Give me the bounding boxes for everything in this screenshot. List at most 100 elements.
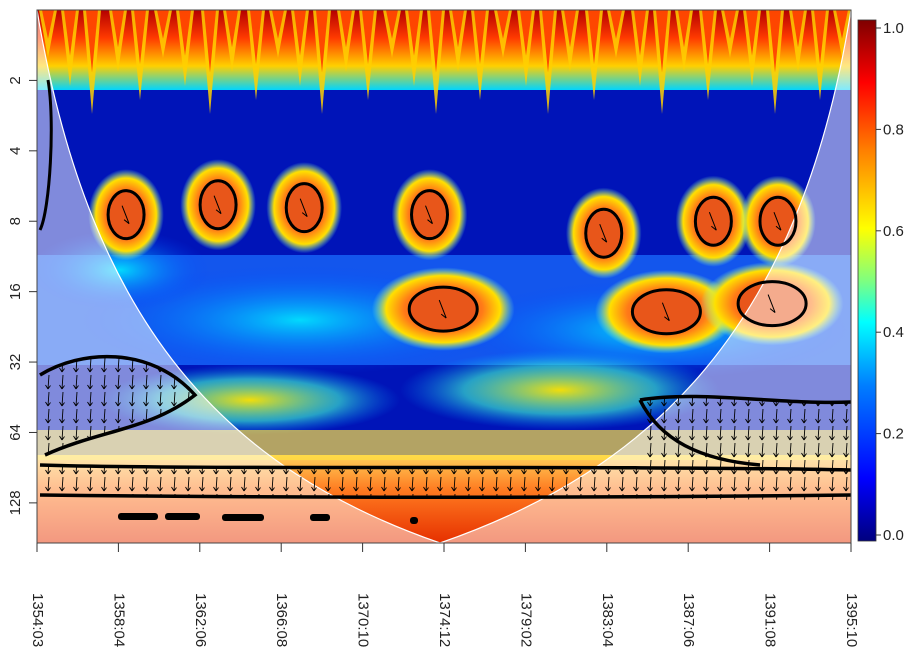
power-spike xyxy=(134,10,146,64)
phase-arrow xyxy=(425,205,433,225)
colorbar-tick-label: 0.6 xyxy=(883,223,904,240)
power-spike xyxy=(42,10,54,39)
phase-arrow xyxy=(708,212,717,231)
significance-contour xyxy=(638,399,761,467)
power-spike xyxy=(564,10,576,48)
significant-region-contour xyxy=(407,285,479,333)
power-spike xyxy=(316,10,328,73)
significance-blob xyxy=(310,514,330,521)
x-tick-label: 1366:08 xyxy=(273,593,290,647)
power-spike xyxy=(250,10,262,64)
power-spike xyxy=(792,10,804,48)
power-spike xyxy=(656,10,668,73)
power-spike xyxy=(272,10,284,39)
x-axis: 1354:03 1358:04 1362:06 1366:08 1370:10 1374:… xyxy=(29,543,860,647)
power-spike xyxy=(702,10,714,64)
power-spike xyxy=(724,10,736,39)
power-spike xyxy=(520,10,532,56)
y-tick-label: 16 xyxy=(7,283,24,300)
phase-arrow xyxy=(599,224,608,243)
power-spike xyxy=(362,10,374,64)
power-spike xyxy=(157,10,169,39)
significance-contour xyxy=(39,463,851,472)
significance-contour xyxy=(639,394,851,405)
significant-region-contour xyxy=(410,189,450,241)
y-tick-label: 4 xyxy=(7,147,24,155)
colorbar: 0.0 0.2 0.4 0.6 0.8 1.0 xyxy=(857,19,904,544)
colorbar-tick-label: 0.0 xyxy=(883,527,904,544)
power-spike xyxy=(497,10,509,39)
phase-arrow-field xyxy=(40,356,851,500)
power-spike xyxy=(430,10,442,73)
significant-region-contour xyxy=(758,195,798,247)
y-tick-label: 128 xyxy=(7,490,24,515)
power-spike xyxy=(474,10,486,64)
power-spike xyxy=(112,10,124,48)
power-spike xyxy=(452,10,464,48)
significance-blob xyxy=(165,513,200,520)
plot-area xyxy=(37,10,851,543)
significance-blob xyxy=(222,514,264,521)
power-spike xyxy=(86,10,98,73)
power-spike xyxy=(588,10,600,64)
power-spike xyxy=(340,10,352,48)
power-spike xyxy=(64,10,76,56)
power-spike xyxy=(678,10,690,48)
power-spike xyxy=(386,10,398,39)
significance-contour xyxy=(39,354,198,457)
colorbar-tick-label: 0.2 xyxy=(883,426,904,443)
y-tick-label: 64 xyxy=(7,424,24,441)
colorbar-ticks: 0.0 0.2 0.4 0.6 0.8 1.0 xyxy=(876,20,904,544)
power-spike xyxy=(408,10,420,56)
power-spike xyxy=(746,10,758,56)
phase-arrow xyxy=(438,299,447,319)
y-tick-label: 32 xyxy=(7,354,24,371)
cone-of-influence-line xyxy=(37,10,851,543)
significance-contour xyxy=(39,493,851,499)
phase-arrow xyxy=(121,205,130,225)
x-tick-label: 1374:12 xyxy=(436,593,453,647)
power-spike xyxy=(294,10,306,56)
power-spike xyxy=(634,10,646,56)
significance-blob xyxy=(118,513,158,520)
significance-contour xyxy=(38,79,53,231)
x-tick-label: 1379:02 xyxy=(517,593,534,647)
phase-arrow xyxy=(661,302,670,322)
x-tick-label: 1387:06 xyxy=(680,593,697,647)
power-spike xyxy=(769,10,781,73)
significant-region-contour xyxy=(736,280,808,328)
significant-region-contour xyxy=(630,288,702,336)
colorbar-tick-label: 0.8 xyxy=(883,121,904,138)
power-spike xyxy=(610,10,622,39)
x-tick-label: 1391:08 xyxy=(762,593,779,647)
phase-arrow xyxy=(767,294,776,313)
colorbar-frame xyxy=(857,19,877,542)
power-spike xyxy=(836,10,848,39)
y-tick-label: 2 xyxy=(7,76,24,84)
significant-region-contour xyxy=(198,179,238,231)
y-tick-label: 8 xyxy=(7,217,24,225)
x-tick-label: 1383:04 xyxy=(599,593,616,647)
colorbar-tick-label: 1.0 xyxy=(883,20,904,37)
phase-arrow xyxy=(213,195,222,215)
x-tick-label: 1362:06 xyxy=(192,593,209,647)
significant-region-contour xyxy=(284,182,324,234)
significant-region-contour xyxy=(584,207,624,259)
significant-region-contour xyxy=(106,189,146,241)
power-spike xyxy=(226,10,238,48)
phase-arrow xyxy=(773,212,782,231)
colorbar-gradient xyxy=(858,20,876,541)
y-axis: 2 4 8 16 32 64 128 xyxy=(7,76,37,515)
power-spike xyxy=(542,10,554,73)
significant-region-contour xyxy=(693,195,733,247)
significance-contours xyxy=(38,79,851,524)
significance-blob xyxy=(410,517,418,524)
power-spike xyxy=(179,10,191,56)
x-tick-label: 1358:04 xyxy=(110,593,127,647)
x-tick-label: 1395:10 xyxy=(843,593,860,647)
x-tick-label: 1354:03 xyxy=(29,593,46,647)
power-spike xyxy=(204,10,216,73)
x-tick-label: 1370:10 xyxy=(355,593,372,647)
power-spikes xyxy=(39,10,851,114)
